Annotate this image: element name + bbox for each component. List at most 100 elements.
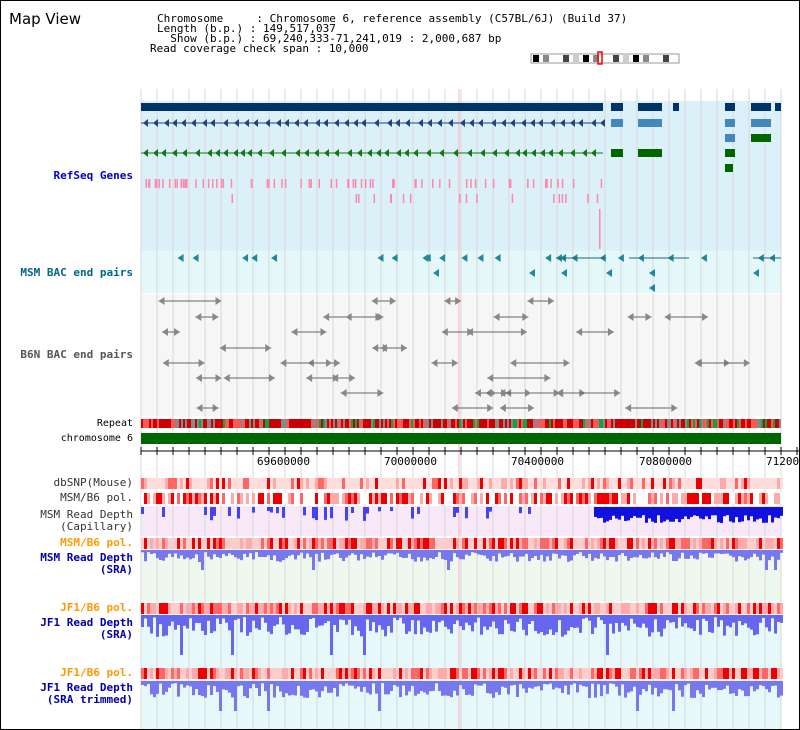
- heat-cell: [183, 478, 186, 489]
- depth-bar: [156, 615, 159, 637]
- heat-cell: [150, 478, 153, 489]
- track-label-msm-depth-sra[interactable]: MSM Read Depth: [40, 551, 133, 564]
- depth-bar: [390, 550, 393, 554]
- depth-bar: [177, 681, 180, 697]
- repeat-block: [545, 419, 547, 428]
- repeat-block: [679, 419, 681, 428]
- heat-cell: [453, 493, 456, 504]
- heat-cell: [216, 538, 219, 549]
- heat-cell: [501, 538, 504, 549]
- heat-cell: [159, 668, 162, 679]
- track-label-msm-depth-capillary[interactable]: MSM Read Depth: [40, 508, 133, 521]
- depth-bar: [723, 681, 726, 689]
- heat-cell: [660, 538, 663, 549]
- repeat-block: [657, 419, 659, 428]
- heat-cell: [648, 668, 651, 679]
- repeat-block: [273, 419, 275, 428]
- heat-cell: [750, 493, 753, 504]
- track-label-jf1-depth-1[interactable]: JF1 Read Depth: [40, 616, 133, 629]
- depth-bar: [246, 615, 249, 636]
- heat-cell: [729, 493, 732, 504]
- heat-cell: [303, 538, 306, 549]
- heat-cell: [675, 538, 678, 549]
- heat-cell: [573, 603, 576, 614]
- depth-bar: [696, 615, 699, 620]
- depth-bar: [642, 507, 645, 516]
- depth-bar: [711, 615, 714, 633]
- repeat-block: [705, 419, 707, 428]
- depth-bar: [768, 615, 771, 632]
- heat-cell: [657, 493, 660, 504]
- track-label-msm-b6-pol[interactable]: MSM/B6 pol.: [60, 491, 133, 504]
- gene-feature: [384, 149, 389, 157]
- heat-cell: [705, 478, 708, 489]
- track-label-dbsnp[interactable]: dbSNP(Mouse): [53, 476, 133, 489]
- b6n-end: [487, 404, 494, 412]
- repeat-block: [277, 419, 279, 428]
- depth-bar: [519, 681, 522, 685]
- heat-cell: [708, 603, 711, 614]
- depth-bar: [243, 681, 246, 697]
- depth-bar: [492, 615, 495, 622]
- repeat-block: [399, 419, 401, 428]
- repeat-block: [583, 419, 585, 428]
- track-label-jf1-pol-1[interactable]: JF1/B6 pol.: [60, 601, 133, 614]
- heat-cell: [234, 538, 237, 549]
- heat-cell: [243, 668, 246, 679]
- repeat-block: [235, 419, 237, 428]
- depth-bar: [666, 550, 669, 553]
- depth-bar: [432, 615, 435, 621]
- repeat-block: [377, 419, 379, 428]
- heat-cell: [723, 668, 726, 679]
- depth-bar: [420, 681, 423, 692]
- heat-cell: [327, 668, 330, 679]
- heat-cell: [294, 668, 297, 679]
- heat-cell: [372, 603, 375, 614]
- depth-bar: [447, 550, 450, 570]
- repeat-block: [207, 419, 209, 428]
- track-label-refseq[interactable]: RefSeq Genes: [53, 169, 133, 182]
- heat-cell: [291, 603, 294, 614]
- track-label-msm-b6-pol-sra[interactable]: MSM/B6 pol.: [60, 536, 133, 549]
- repeat-block: [753, 419, 755, 428]
- depth-bar: [528, 615, 531, 625]
- heat-cell: [141, 668, 144, 679]
- track-label-msm-bac[interactable]: MSM BAC end pairs: [20, 266, 133, 279]
- heat-cell: [633, 668, 636, 679]
- track-label-jf1-depth-2[interactable]: JF1 Read Depth: [40, 681, 133, 694]
- repeat-block: [341, 419, 343, 428]
- track-label-b6n-bac[interactable]: B6N BAC end pairs: [20, 348, 133, 361]
- heat-cell: [222, 603, 225, 614]
- heat-cell: [399, 603, 402, 614]
- depth-bar: [381, 550, 384, 560]
- heat-cell: [195, 493, 198, 504]
- depth-bar: [393, 681, 396, 686]
- depth-bar: [606, 681, 609, 694]
- heat-cell: [582, 668, 585, 679]
- heat-cell: [498, 538, 501, 549]
- heat-cell: [729, 478, 732, 489]
- heat-cell: [330, 478, 333, 489]
- heat-cell: [588, 478, 591, 489]
- repeat-block: [293, 419, 295, 428]
- heat-cell: [207, 538, 210, 549]
- depth-bar: [396, 550, 399, 553]
- heat-cell: [189, 538, 192, 549]
- heat-cell: [162, 668, 165, 679]
- depth-bar: [777, 681, 780, 698]
- heat-cell: [396, 493, 399, 504]
- track-label-jf1-pol-2[interactable]: JF1/B6 pol.: [60, 666, 133, 679]
- repeat-block: [289, 419, 291, 428]
- repeat-block: [605, 419, 607, 428]
- heat-cell: [474, 478, 477, 489]
- heat-cell: [336, 668, 339, 679]
- gene-tick: [156, 179, 158, 188]
- depth-bar: [642, 615, 645, 624]
- heat-cell: [435, 603, 438, 614]
- heat-cell: [600, 668, 603, 679]
- heat-cell: [366, 603, 369, 614]
- heat-cell: [207, 493, 210, 504]
- heat-cell: [351, 478, 354, 489]
- heat-cell: [366, 668, 369, 679]
